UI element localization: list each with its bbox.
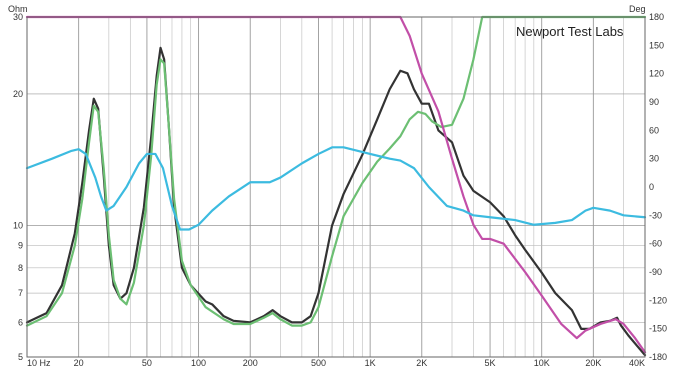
y-right-tick-label: 60 bbox=[649, 125, 659, 135]
y-right-tick-label: 0 bbox=[649, 182, 654, 192]
left-axis-unit: Ohm bbox=[8, 4, 28, 14]
series-group bbox=[25, 15, 647, 357]
y-right-tick-label: -180 bbox=[649, 352, 667, 362]
y-right-tick-label: 120 bbox=[649, 69, 664, 79]
x-tick-label: 200 bbox=[243, 358, 258, 368]
y-right-tick-label: 150 bbox=[649, 40, 664, 50]
x-tick-label: 20 bbox=[74, 358, 84, 368]
x-tick-label: 10 Hz bbox=[27, 358, 51, 368]
tick-labels: 10 Hz 20 50 100 200 500 1K 2K 5K 10K 20K 40K3020109… bbox=[13, 12, 667, 368]
grid bbox=[26, 16, 646, 358]
y-left-tick-label: 9 bbox=[18, 240, 23, 250]
x-tick-label: 50 bbox=[142, 358, 152, 368]
y-right-tick-label: -120 bbox=[649, 295, 667, 305]
y-left-tick-label: 5 bbox=[18, 352, 23, 362]
x-tick-label: 5K bbox=[485, 358, 496, 368]
y-left-tick-label: 8 bbox=[18, 263, 23, 273]
y-left-tick-label: 30 bbox=[13, 12, 23, 22]
y-left-tick-label: 6 bbox=[18, 317, 23, 327]
plot-frame bbox=[26, 16, 646, 358]
y-right-tick-label: 90 bbox=[649, 97, 659, 107]
y-right-tick-label: -150 bbox=[649, 324, 667, 334]
x-tick-label: 100 bbox=[191, 358, 206, 368]
x-tick-label: 500 bbox=[311, 358, 326, 368]
series-line-green bbox=[25, 15, 647, 327]
right-axis-unit: Deg bbox=[629, 4, 646, 14]
y-left-tick-label: 20 bbox=[13, 89, 23, 99]
x-tick-label: 40K bbox=[629, 358, 645, 368]
y-right-tick-label: -90 bbox=[649, 267, 662, 277]
y-right-tick-label: 30 bbox=[649, 154, 659, 164]
x-tick-label: 1K bbox=[365, 358, 376, 368]
x-tick-label: 10K bbox=[534, 358, 550, 368]
x-tick-label: 2K bbox=[416, 358, 427, 368]
series-line-cyan bbox=[25, 146, 647, 231]
y-right-tick-label: -60 bbox=[649, 239, 662, 249]
x-tick-label: 20K bbox=[585, 358, 601, 368]
series-line-magenta bbox=[25, 15, 647, 354]
y-right-tick-label: 180 bbox=[649, 12, 664, 22]
y-left-tick-label: 7 bbox=[18, 288, 23, 298]
annotation-label: Newport Test Labs bbox=[516, 24, 624, 39]
y-right-tick-label: -30 bbox=[649, 210, 662, 220]
y-left-tick-label: 10 bbox=[13, 220, 23, 230]
